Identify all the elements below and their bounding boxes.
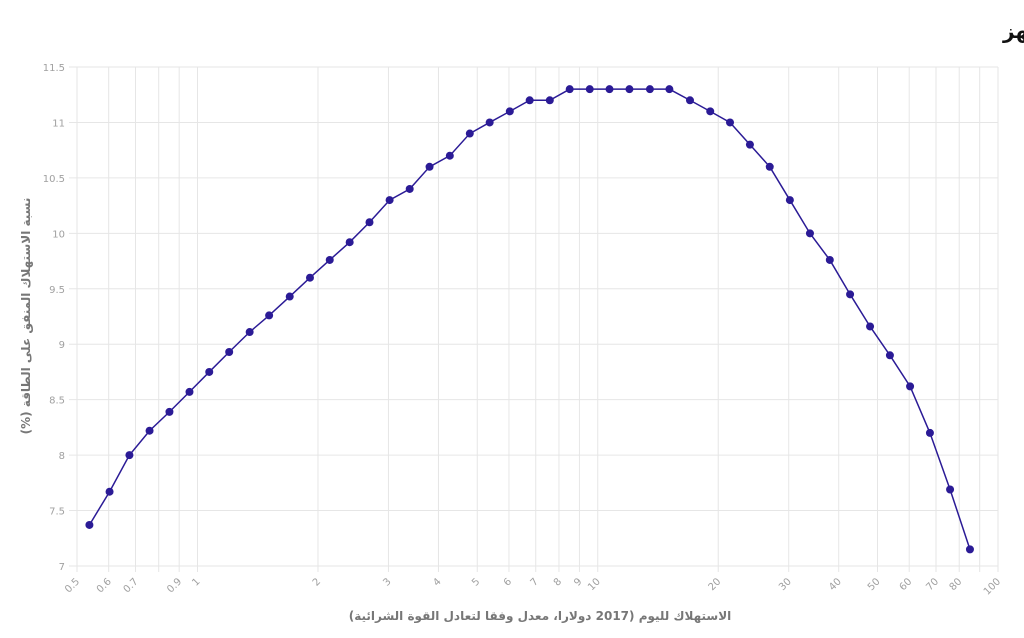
x-tick-label: 40	[827, 576, 844, 593]
point	[585, 85, 594, 94]
point	[285, 292, 294, 301]
x-tick-label: 7	[529, 576, 541, 588]
point	[365, 218, 374, 227]
point	[345, 238, 354, 247]
point	[205, 367, 214, 376]
x-tick-label: 8	[552, 576, 564, 588]
point	[85, 520, 94, 529]
y-tick-label: 7.5	[49, 507, 65, 518]
x-tick-label: 0.6	[95, 576, 114, 595]
point	[785, 196, 794, 205]
y-tick-label: 9.5	[49, 285, 65, 296]
x-tick-label: 80	[948, 576, 965, 593]
point	[305, 273, 314, 282]
x-tick-label: 1	[190, 576, 202, 588]
point	[946, 485, 955, 494]
point	[565, 85, 574, 94]
point	[165, 407, 174, 416]
y-tick-label: 9	[59, 340, 65, 351]
point	[925, 428, 934, 437]
x-tick-label: 0.5	[63, 576, 82, 595]
x-tick-label: 5	[470, 576, 482, 588]
point	[505, 107, 514, 116]
x-tick-label: 0.9	[165, 576, 184, 595]
point	[405, 184, 414, 193]
point	[885, 351, 894, 360]
line	[88, 88, 971, 550]
point	[906, 382, 915, 391]
x-tick-label: 4	[431, 576, 443, 588]
x-tick-label: 50	[866, 576, 883, 593]
point	[765, 162, 774, 171]
point	[866, 322, 875, 331]
point	[846, 290, 855, 299]
y-tick-label: 8.5	[49, 396, 65, 407]
point	[105, 487, 114, 496]
y-tick-label: 10	[52, 229, 65, 240]
x-tick-label: 10	[586, 576, 603, 593]
y-tick-label: 11.5	[43, 63, 65, 74]
x-tick-label: 9	[572, 576, 584, 588]
y-tick-label: 11	[52, 118, 65, 129]
point	[265, 311, 274, 320]
point	[245, 328, 254, 337]
point	[545, 96, 554, 105]
x-tick-label: 30	[777, 576, 794, 593]
point	[665, 85, 674, 94]
point	[725, 118, 734, 127]
point	[225, 347, 234, 356]
point	[465, 129, 474, 138]
point	[685, 96, 694, 105]
point	[145, 426, 154, 435]
x-tick-label: 100	[982, 576, 1003, 597]
point	[645, 85, 654, 94]
y-tick-label: 8	[59, 451, 65, 462]
x-axis-label: الاستهلاك لليوم (2017 دولارا، معدل وفقا …	[349, 609, 732, 624]
x-tick-label: 3	[381, 576, 393, 588]
x-tick-label: 6	[502, 576, 514, 588]
x-tick-label: 60	[898, 576, 915, 593]
y-tick-label: 7	[59, 562, 65, 573]
point	[525, 96, 534, 105]
point	[605, 85, 614, 94]
x-tick-label: 2	[311, 576, 323, 588]
y-tick-label: 10.5	[43, 174, 65, 185]
point	[825, 255, 834, 264]
point	[706, 107, 715, 116]
x-tick-label: 70	[924, 576, 941, 593]
point	[125, 451, 134, 460]
x-tick-label: 20	[707, 576, 724, 593]
point	[385, 196, 394, 205]
point	[325, 255, 334, 264]
x-tick-label: 0.7	[122, 576, 141, 595]
point	[485, 118, 494, 127]
chart-title: نسبة الاستهلاك على الطاقة (%)، الخط المج…	[1002, 19, 1024, 43]
y-axis-label: نسبة الاستهلاك المنفق على الطاقة (%)	[19, 198, 33, 435]
point	[965, 545, 974, 554]
point	[445, 151, 454, 160]
point	[625, 85, 634, 94]
point	[425, 162, 434, 171]
point	[185, 387, 194, 396]
point	[805, 229, 814, 238]
point	[745, 140, 754, 149]
